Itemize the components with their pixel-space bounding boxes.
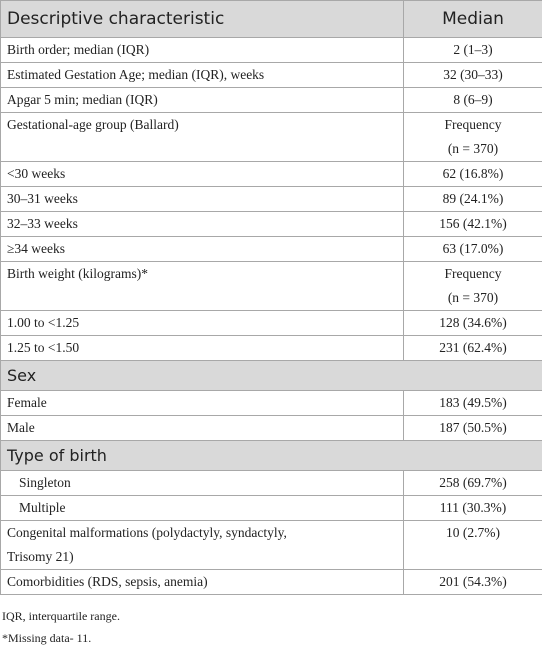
label-cell: Congenital malformations (polydactyly, s… — [1, 521, 404, 570]
value-cell: 201 (54.3%) — [404, 570, 542, 595]
section-header: Type of birth — [1, 441, 542, 471]
value-cell: 156 (42.1%) — [404, 212, 542, 237]
label-cell: Apgar 5 min; median (IQR) — [1, 88, 404, 113]
value-cell: Frequency(n = 370) — [404, 262, 542, 311]
value-cell: 187 (50.5%) — [404, 416, 542, 441]
table-row: Congenital malformations (polydactyly, s… — [1, 521, 542, 570]
label-cell: Birth weight (kilograms)* — [1, 262, 404, 311]
label-cell: Singleton — [1, 471, 404, 496]
table-row: Comorbidities (RDS, sepsis, anemia)201 (… — [1, 570, 542, 595]
cell-line: (n = 370) — [410, 137, 536, 161]
header-cell: Descriptive characteristic — [1, 1, 404, 38]
label-cell: 1.25 to <1.50 — [1, 336, 404, 361]
cell-line: Congenital malformations (polydactyly, s… — [7, 521, 397, 545]
value-cell: 128 (34.6%) — [404, 311, 542, 336]
section-header: Sex — [1, 361, 542, 391]
value-cell: 10 (2.7%) — [404, 521, 542, 570]
cell-line: Trisomy 21) — [7, 545, 397, 569]
table-row: Type of birth — [1, 441, 542, 471]
value-cell: 183 (49.5%) — [404, 391, 542, 416]
value-cell: 2 (1–3) — [404, 38, 542, 63]
table-row: Gestational-age group (Ballard)Frequency… — [1, 113, 542, 162]
label-cell: Multiple — [1, 496, 404, 521]
table-row: Estimated Gestation Age; median (IQR), w… — [1, 63, 542, 88]
value-cell: Frequency(n = 370) — [404, 113, 542, 162]
value-cell: 231 (62.4%) — [404, 336, 542, 361]
table-row: Apgar 5 min; median (IQR)8 (6–9) — [1, 88, 542, 113]
footnotes: IQR, interquartile range.*Missing data- … — [0, 605, 542, 649]
label-cell: <30 weeks — [1, 162, 404, 187]
table-row: Sex — [1, 361, 542, 391]
cell-line: Frequency — [410, 113, 536, 137]
label-cell: Comorbidities (RDS, sepsis, anemia) — [1, 570, 404, 595]
label-cell: Gestational-age group (Ballard) — [1, 113, 404, 162]
value-cell: 32 (30–33) — [404, 63, 542, 88]
label-cell: 30–31 weeks — [1, 187, 404, 212]
header-row: Descriptive characteristic Median — [1, 1, 542, 38]
value-cell: 111 (30.3%) — [404, 496, 542, 521]
cell-line: Frequency — [410, 262, 536, 286]
value-cell: 62 (16.8%) — [404, 162, 542, 187]
label-cell: ≥34 weeks — [1, 237, 404, 262]
cell-line: (n = 370) — [410, 286, 536, 310]
label-cell: 1.00 to <1.25 — [1, 311, 404, 336]
header-cell: Median — [404, 1, 542, 38]
value-cell: 8 (6–9) — [404, 88, 542, 113]
table-body: Birth order; median (IQR)2 (1–3)Estimate… — [1, 38, 542, 595]
value-cell: 63 (17.0%) — [404, 237, 542, 262]
data-table: Descriptive characteristic Median Birth … — [0, 0, 542, 595]
table-row: Birth weight (kilograms)*Frequency(n = 3… — [1, 262, 542, 311]
label-cell: Female — [1, 391, 404, 416]
label-cell: Birth order; median (IQR) — [1, 38, 404, 63]
label-cell: Estimated Gestation Age; median (IQR), w… — [1, 63, 404, 88]
value-cell: 89 (24.1%) — [404, 187, 542, 212]
value-cell: 258 (69.7%) — [404, 471, 542, 496]
footnote: IQR, interquartile range. — [2, 605, 542, 627]
label-cell: Male — [1, 416, 404, 441]
footnote: *Missing data- 11. — [2, 627, 542, 649]
table-row: Birth order; median (IQR)2 (1–3) — [1, 38, 542, 63]
label-cell: 32–33 weeks — [1, 212, 404, 237]
